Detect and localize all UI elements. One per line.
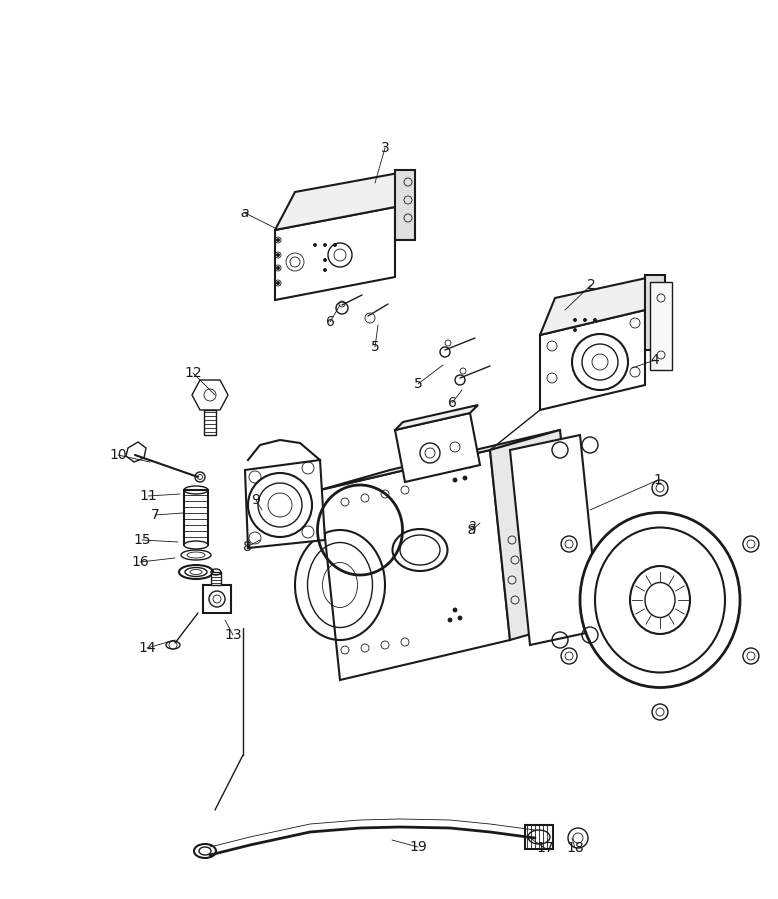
Polygon shape [540, 310, 645, 410]
Polygon shape [245, 460, 325, 548]
Polygon shape [540, 275, 660, 335]
Polygon shape [395, 413, 480, 482]
Circle shape [458, 466, 462, 470]
Text: 9: 9 [251, 493, 261, 507]
Bar [203, 585, 231, 613]
Ellipse shape [179, 565, 213, 579]
Text: 14: 14 [138, 641, 156, 655]
Polygon shape [395, 170, 415, 240]
Ellipse shape [184, 541, 208, 549]
Text: 3: 3 [380, 141, 389, 155]
Text: 7: 7 [151, 508, 159, 522]
Circle shape [573, 328, 576, 332]
Text: 6: 6 [325, 315, 335, 329]
Ellipse shape [194, 844, 216, 858]
Circle shape [276, 254, 279, 256]
Circle shape [458, 616, 462, 620]
Polygon shape [192, 380, 228, 410]
Polygon shape [395, 405, 478, 430]
Ellipse shape [166, 641, 180, 649]
Text: a: a [240, 206, 249, 220]
Circle shape [453, 478, 457, 482]
Circle shape [276, 281, 279, 284]
Polygon shape [320, 430, 560, 490]
Ellipse shape [580, 512, 740, 688]
Text: 19: 19 [409, 840, 427, 854]
Text: 5: 5 [370, 340, 380, 354]
Polygon shape [275, 170, 415, 230]
Text: 18: 18 [566, 841, 584, 855]
Circle shape [448, 618, 452, 622]
Bar [211, 572, 221, 585]
Text: 8: 8 [243, 540, 251, 554]
Polygon shape [320, 450, 510, 680]
Text: 1: 1 [654, 473, 662, 487]
Circle shape [463, 476, 467, 480]
Text: 10: 10 [109, 448, 127, 462]
Polygon shape [490, 430, 580, 640]
Text: 5: 5 [414, 377, 422, 391]
Text: a: a [468, 523, 476, 537]
Text: 15: 15 [133, 533, 151, 547]
Text: 13: 13 [224, 628, 242, 642]
Circle shape [594, 318, 597, 322]
Circle shape [324, 259, 327, 262]
Polygon shape [510, 435, 600, 645]
Circle shape [314, 244, 317, 246]
Text: 16: 16 [131, 555, 149, 569]
Bar [204, 410, 216, 435]
Text: 6: 6 [447, 396, 457, 410]
Text: a: a [468, 518, 476, 532]
Circle shape [468, 464, 472, 468]
Text: 2: 2 [587, 278, 595, 292]
Circle shape [276, 266, 279, 270]
Circle shape [334, 244, 337, 246]
Circle shape [453, 608, 457, 612]
Polygon shape [126, 442, 146, 462]
Circle shape [448, 468, 452, 472]
Bar [525, 825, 553, 849]
Polygon shape [645, 275, 665, 350]
Text: 4: 4 [650, 353, 660, 367]
Circle shape [276, 238, 279, 242]
Polygon shape [275, 207, 395, 300]
Text: 11: 11 [139, 489, 157, 503]
Bar [184, 490, 208, 545]
Text: 12: 12 [184, 366, 202, 380]
Text: 17: 17 [536, 841, 554, 855]
Circle shape [324, 244, 327, 246]
Bar [650, 282, 672, 370]
Circle shape [573, 318, 576, 322]
Circle shape [324, 269, 327, 271]
Circle shape [584, 318, 587, 322]
